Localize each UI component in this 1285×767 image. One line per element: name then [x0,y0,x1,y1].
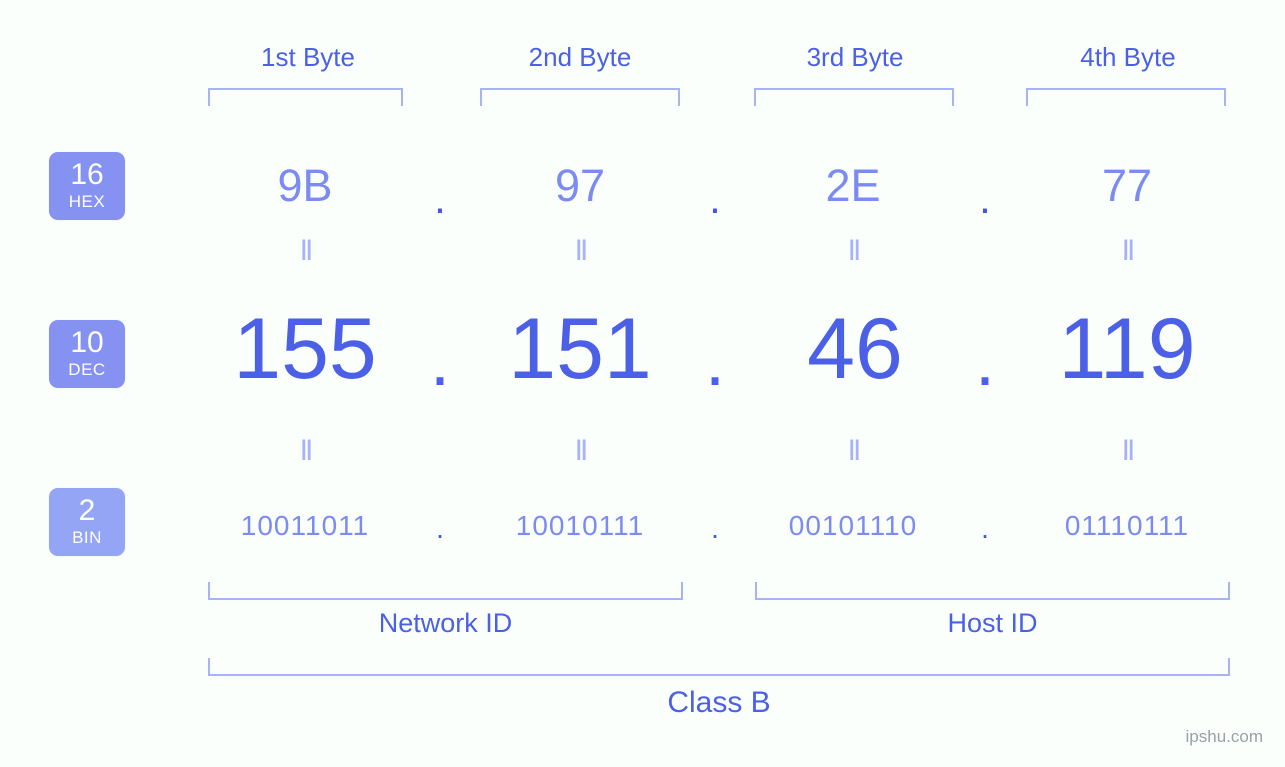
base-badge-bin: 2 BIN [49,488,125,556]
dec-dot-3: . [970,320,1000,402]
byte-header-2: 2nd Byte [480,42,680,73]
equal-mark: II [480,434,680,468]
byte-header-3: 3rd Byte [755,42,955,73]
network-label: Network ID [208,608,683,639]
bin-byte-3: 00101110 [743,510,963,542]
dec-byte-2: 151 [465,300,695,399]
byte-bracket-4 [1026,88,1226,106]
dec-dot-1: . [425,320,455,402]
hex-dot-3: . [970,175,1000,223]
base-radix: 10 [70,328,103,358]
dec-byte-3: 46 [740,300,970,399]
base-badge-dec: 10 DEC [49,320,125,388]
byte-header-1: 1st Byte [208,42,408,73]
class-bracket [208,658,1230,676]
hex-dot-1: . [425,175,455,223]
base-badge-hex: 16 HEX [49,152,125,220]
byte-header-4: 4th Byte [1028,42,1228,73]
byte-bracket-2 [480,88,680,106]
watermark: ipshu.com [1186,727,1263,747]
hex-byte-1: 9B [205,160,405,212]
base-abbr: HEX [69,192,105,212]
dec-byte-4: 119 [1012,300,1242,399]
byte-bracket-1 [208,88,403,106]
base-radix: 2 [79,496,96,526]
hex-dot-2: . [700,175,730,223]
host-bracket [755,582,1230,600]
equal-mark: II [205,234,405,268]
base-abbr: BIN [72,528,102,548]
equal-mark: II [205,434,405,468]
host-label: Host ID [755,608,1230,639]
equal-mark: II [753,434,953,468]
bin-dot-3: . [970,513,1000,545]
dec-dot-2: . [700,320,730,402]
class-label: Class B [208,686,1230,720]
ip-bases-diagram: 1st Byte 2nd Byte 3rd Byte 4th Byte 16 H… [0,0,1285,767]
byte-bracket-3 [754,88,954,106]
equal-mark: II [1027,234,1227,268]
hex-byte-2: 97 [480,160,680,212]
bin-byte-2: 10010111 [470,510,690,542]
equal-mark: II [753,234,953,268]
equal-mark: II [1027,434,1227,468]
hex-byte-3: 2E [753,160,953,212]
dec-byte-1: 155 [190,300,420,399]
equal-mark: II [480,234,680,268]
base-radix: 16 [70,160,103,190]
base-abbr: DEC [68,360,105,380]
hex-byte-4: 77 [1027,160,1227,212]
bin-dot-1: . [425,513,455,545]
bin-byte-4: 01110111 [1017,510,1237,542]
network-bracket [208,582,683,600]
bin-byte-1: 10011011 [195,510,415,542]
bin-dot-2: . [700,513,730,545]
